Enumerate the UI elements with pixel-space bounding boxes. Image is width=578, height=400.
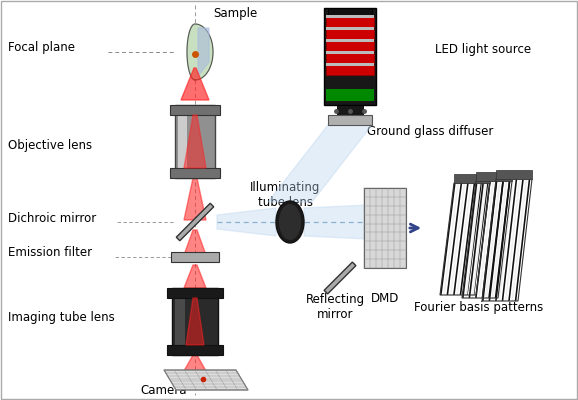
Polygon shape (186, 298, 204, 345)
Polygon shape (463, 183, 479, 295)
Polygon shape (515, 179, 531, 301)
Bar (172, 288, 218, 355)
Polygon shape (184, 265, 206, 288)
Polygon shape (505, 179, 521, 301)
Polygon shape (481, 181, 497, 298)
Bar (364, 188, 406, 268)
Text: LED light source: LED light source (435, 44, 531, 56)
Polygon shape (466, 183, 482, 295)
Polygon shape (469, 183, 485, 295)
Polygon shape (495, 179, 511, 301)
Polygon shape (508, 179, 524, 301)
Polygon shape (495, 181, 510, 298)
Text: Focal plane: Focal plane (8, 40, 75, 54)
Text: Emission filter: Emission filter (8, 246, 92, 260)
Polygon shape (488, 181, 504, 298)
Bar (170, 168, 220, 178)
Bar (170, 105, 220, 115)
Polygon shape (457, 183, 472, 295)
Text: Ground glass diffuser: Ground glass diffuser (367, 126, 493, 138)
Polygon shape (184, 178, 206, 220)
Polygon shape (469, 181, 484, 298)
Polygon shape (502, 179, 517, 301)
Polygon shape (473, 183, 488, 295)
Ellipse shape (276, 201, 304, 243)
Text: Sample: Sample (213, 8, 257, 20)
Polygon shape (482, 179, 498, 301)
Polygon shape (453, 183, 469, 295)
Bar (167, 345, 223, 355)
Text: Imaging tube lens: Imaging tube lens (8, 312, 115, 324)
Polygon shape (181, 68, 209, 100)
Polygon shape (176, 203, 214, 241)
Polygon shape (476, 172, 512, 181)
Polygon shape (443, 183, 459, 295)
Polygon shape (180, 355, 210, 378)
Bar (337, 105, 363, 125)
Polygon shape (492, 179, 507, 301)
Bar (326, 15, 374, 18)
Polygon shape (447, 183, 462, 295)
Polygon shape (475, 181, 491, 298)
Text: Objective lens: Objective lens (8, 138, 92, 152)
Polygon shape (324, 262, 356, 294)
Polygon shape (198, 28, 209, 76)
Bar (178, 107, 187, 176)
Bar (326, 63, 374, 66)
Polygon shape (334, 115, 366, 125)
Bar (171, 252, 219, 262)
Bar (324, 8, 376, 105)
Polygon shape (462, 181, 477, 298)
Bar (175, 105, 215, 178)
Bar (326, 27, 374, 30)
Polygon shape (184, 230, 206, 255)
Polygon shape (450, 183, 465, 295)
Bar (328, 8, 372, 33)
Polygon shape (486, 179, 501, 301)
Polygon shape (472, 181, 487, 298)
Text: Illuminating
tube lens: Illuminating tube lens (250, 180, 320, 210)
Polygon shape (485, 181, 501, 298)
Polygon shape (184, 115, 206, 168)
Polygon shape (498, 179, 514, 301)
Polygon shape (187, 24, 213, 80)
Polygon shape (465, 181, 481, 298)
Bar (326, 53, 374, 63)
Text: Fourier basis patterns: Fourier basis patterns (414, 302, 544, 314)
Bar (326, 51, 374, 54)
Polygon shape (479, 181, 494, 298)
Polygon shape (496, 170, 532, 179)
Polygon shape (491, 181, 507, 298)
Bar (326, 89, 374, 101)
Bar (326, 39, 374, 42)
Polygon shape (454, 174, 490, 183)
Polygon shape (304, 205, 368, 239)
Bar (326, 41, 374, 51)
Polygon shape (460, 183, 475, 295)
Text: DMD: DMD (371, 292, 399, 304)
Ellipse shape (279, 204, 301, 240)
Polygon shape (440, 183, 455, 295)
Polygon shape (217, 208, 276, 236)
Text: Dichroic mirror: Dichroic mirror (8, 212, 97, 224)
Bar (175, 290, 185, 353)
Polygon shape (512, 179, 527, 301)
Text: Camera: Camera (140, 384, 187, 396)
Polygon shape (488, 179, 504, 301)
Bar (167, 288, 223, 298)
Polygon shape (164, 370, 248, 390)
Bar (326, 65, 374, 75)
Bar (326, 29, 374, 39)
Polygon shape (268, 125, 372, 202)
Text: Reflecting
mirror: Reflecting mirror (305, 292, 365, 322)
Bar (328, 115, 372, 125)
Bar (326, 17, 374, 27)
